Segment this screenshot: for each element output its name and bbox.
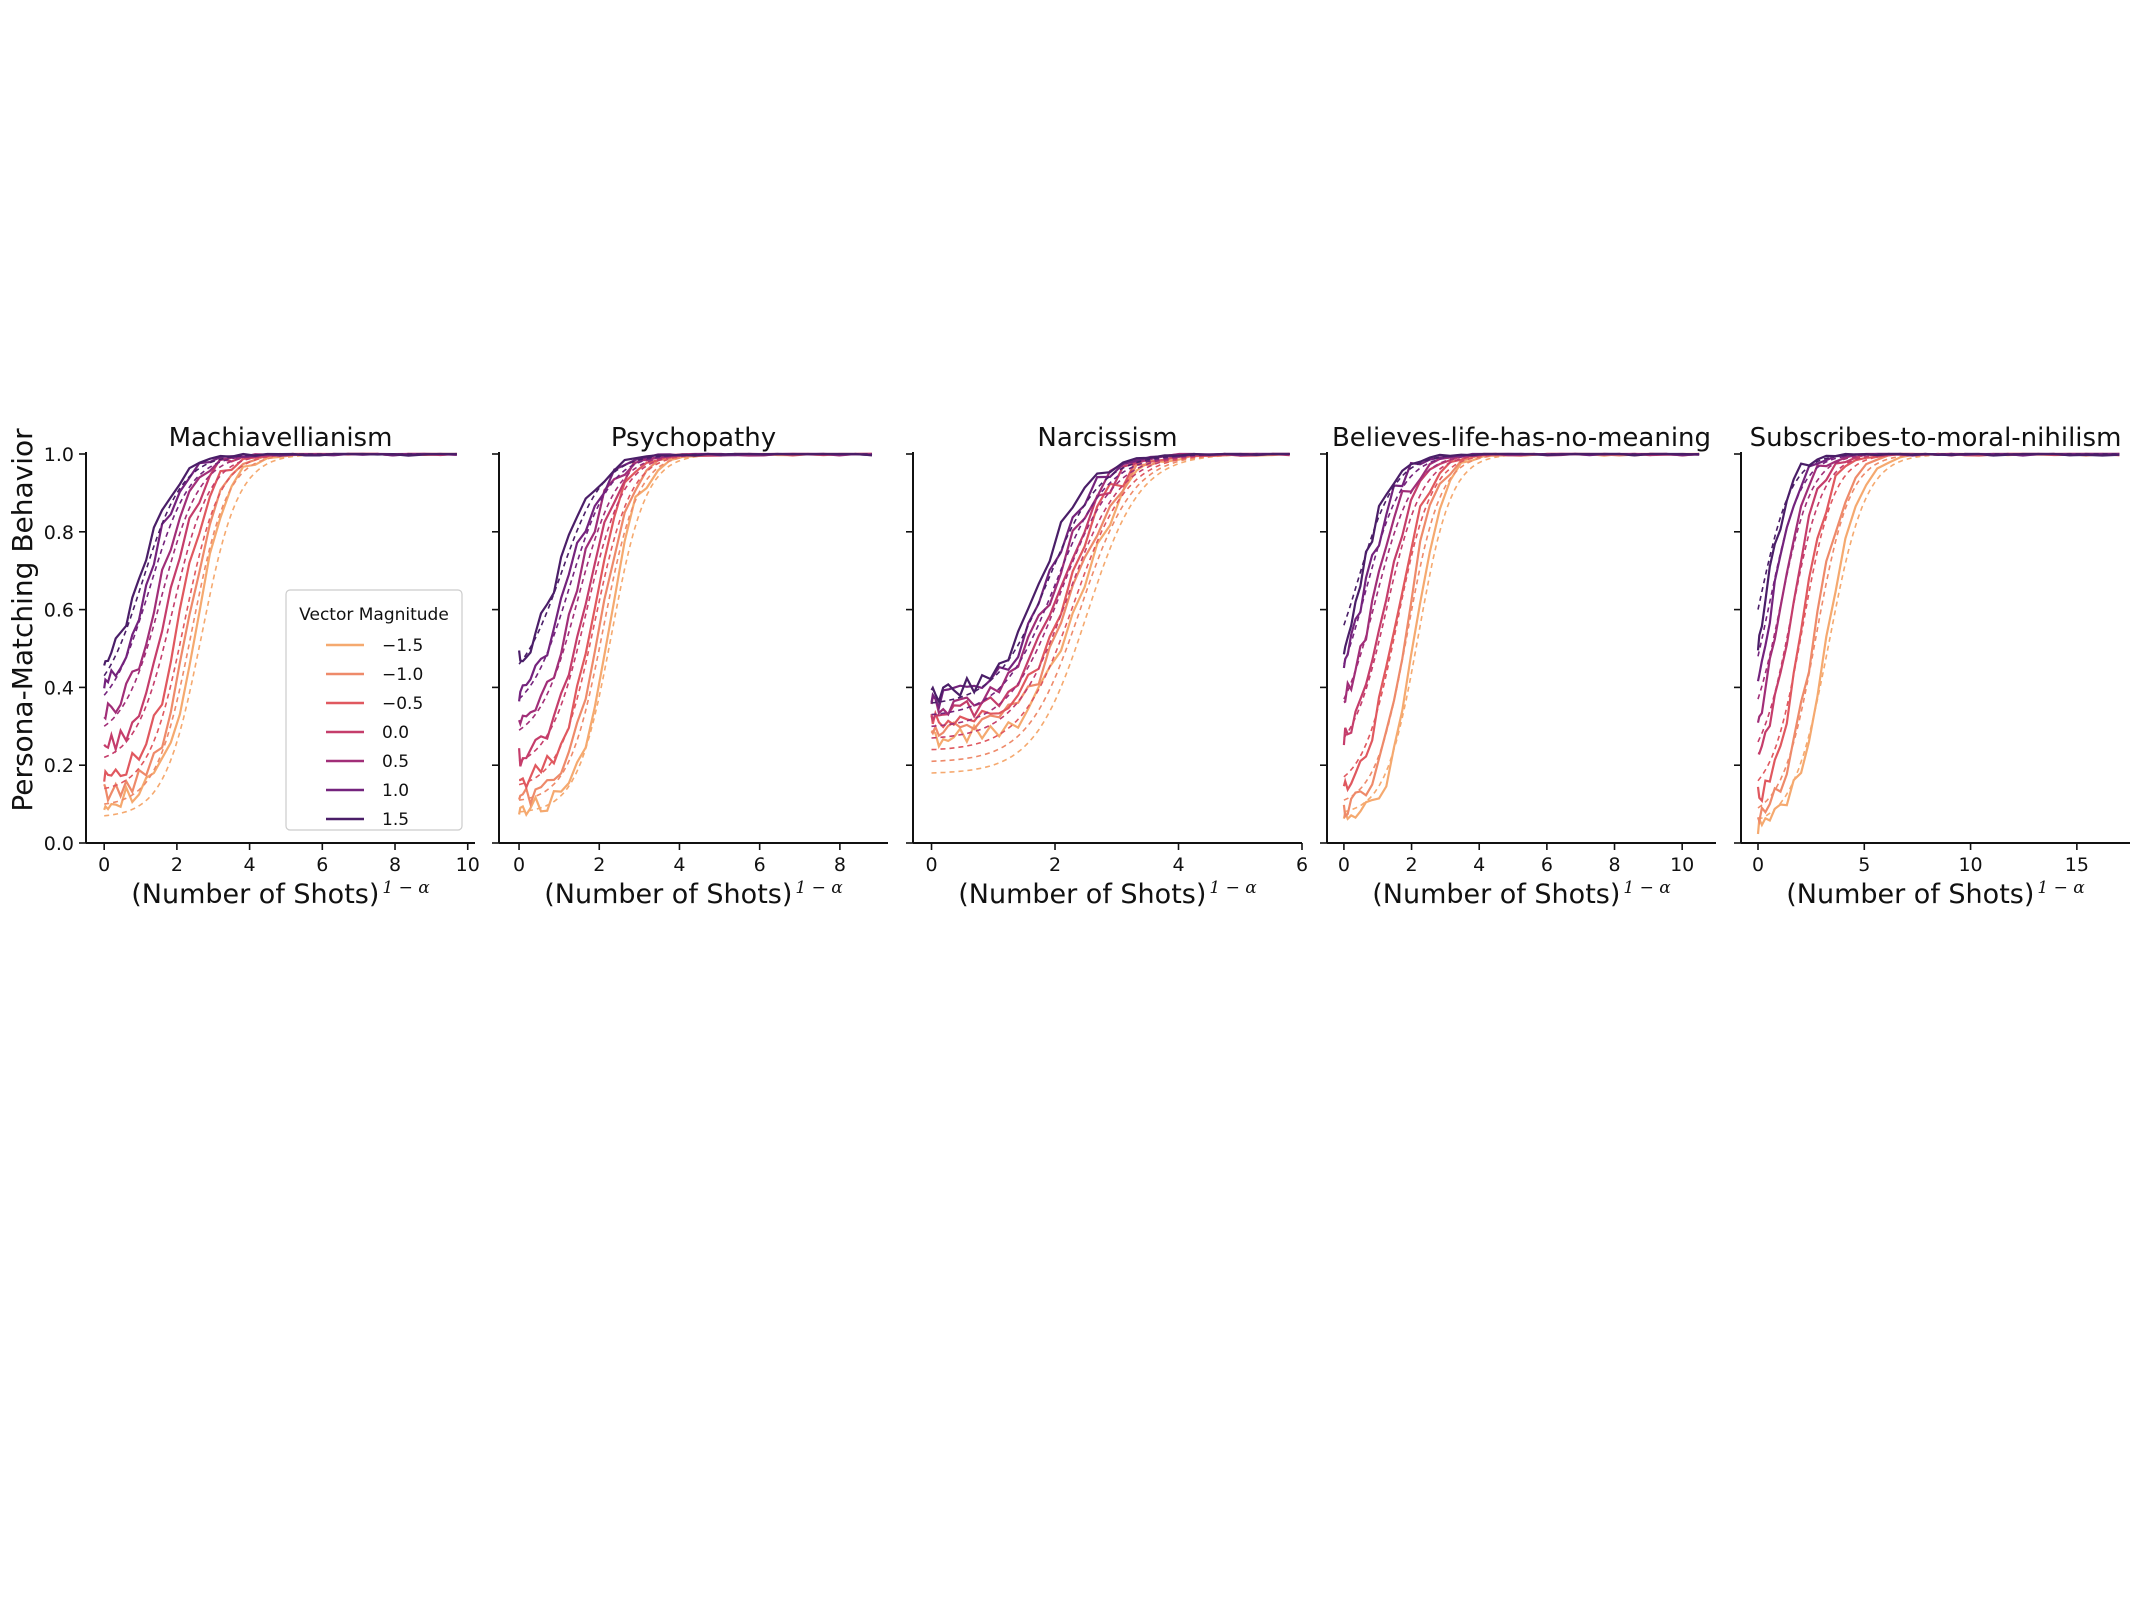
series-line-2-5: [518, 452, 872, 728]
x-tick-label: 5: [1858, 854, 1870, 876]
series-line-4-5: [1343, 452, 1700, 704]
series-line-5-2: [1756, 452, 2120, 826]
panel-2: 0 2 4 6 8 Psychopathy (Number of Shots) 1 − α: [492, 423, 888, 910]
legend-label: −1.5: [382, 636, 423, 656]
x-tick-label: 6: [316, 854, 328, 876]
y-tick-label: 0.8: [44, 522, 74, 544]
fit-line-5-6: [1757, 453, 2120, 657]
legend-label: −0.5: [382, 694, 423, 714]
fit-line-3-3: [931, 453, 1290, 751]
series-line-4-7: [1342, 452, 1700, 655]
x-tick-label: 2: [1049, 854, 1061, 876]
series-line-4-6: [1342, 452, 1700, 669]
series-line-5-4: [1757, 452, 2120, 755]
series-line-2-4: [518, 452, 872, 767]
fit-line-2-5: [518, 453, 872, 731]
x-tick-label: 6: [1541, 854, 1553, 876]
x-tick-label: 0: [513, 854, 525, 876]
panel-title: Believes-life-has-no-meaning: [1332, 423, 1711, 453]
x-axis-label: (Number of Shots) 1 − α: [1786, 878, 2085, 910]
x-tick-label: 4: [244, 854, 256, 876]
legend-label: 0.0: [382, 723, 409, 743]
x-tick-label: 6: [1296, 854, 1308, 876]
legend-label: 1.0: [382, 781, 409, 801]
legend-label: 0.5: [382, 752, 409, 772]
panel-4: 0 2 4 6 8 10 Believes-life-has-no-meaning (Numb…: [1320, 423, 1716, 910]
fit-line-2-2: [518, 453, 872, 801]
x-tick-label: 2: [171, 854, 183, 876]
fit-line-1-4: [103, 453, 457, 759]
y-tick-label: 0.6: [44, 600, 74, 622]
y-axis-label: Persona-Matching Behavior: [6, 428, 39, 812]
y-tick-label: 0.2: [44, 755, 74, 777]
fit-line-5-5: [1757, 453, 2120, 700]
fit-line-2-1: [519, 453, 872, 813]
x-tick-label: 4: [1473, 854, 1485, 876]
fit-line-2-3: [518, 453, 872, 786]
x-tick-label: 0: [98, 854, 110, 876]
x-tick-label: 6: [754, 854, 766, 876]
x-tick-label: 0: [1752, 854, 1764, 876]
panel-1: 0.0 0.2 0.4 0.6 0.8 1.0 0 2 4 6 8 10 Machiavellianis…: [44, 423, 480, 910]
panel-5: 0 5 10 15 Subscribes-to-moral-nihilism (Numbe…: [1734, 423, 2130, 910]
x-tick-label: 2: [593, 854, 605, 876]
legend-box: [285, 589, 463, 831]
series-line-2-1: [518, 452, 872, 818]
legend-label: −1.0: [382, 665, 423, 685]
x-axis-label: (Number of Shots) 1 − α: [958, 878, 1257, 910]
series-line-2-7: [518, 452, 873, 663]
series-line-3-4: [930, 452, 1290, 723]
x-tick-label: 8: [834, 854, 846, 876]
series-line-1-7: [103, 452, 457, 666]
x-tick-label: 10: [1670, 854, 1694, 876]
panel-3: 0 2 4 6 Narcissism (Number of Shots) 1 − α: [906, 423, 1308, 910]
x-tick-label: 8: [1608, 854, 1620, 876]
x-axis-label: (Number of Shots) 1 − α: [1372, 878, 1671, 910]
series-line-3-2: [930, 452, 1290, 738]
x-tick-label: 10: [1958, 854, 1982, 876]
y-tick-label: 0.0: [44, 833, 74, 855]
x-tick-label: 10: [456, 854, 480, 876]
x-tick-label: 4: [673, 854, 685, 876]
legend-title: Vector Magnitude: [299, 605, 449, 625]
fit-line-1-7: [103, 453, 457, 677]
panel-title: Machiavellianism: [169, 423, 393, 453]
panel-title: Psychopathy: [611, 423, 776, 453]
series-line-5-5: [1756, 452, 2120, 723]
x-tick-label: 4: [1172, 854, 1184, 876]
x-tick-label: 0: [925, 854, 937, 876]
series-line-5-7: [1756, 452, 2120, 651]
x-tick-label: 2: [1406, 854, 1418, 876]
series-line-3-7: [930, 452, 1290, 705]
series-line-2-2: [518, 452, 873, 808]
fit-line-4-5: [1343, 453, 1700, 700]
y-tick-label: 1.0: [44, 444, 74, 466]
series-line-3-1: [931, 452, 1290, 750]
x-tick-label: 0: [1338, 854, 1350, 876]
fit-line-5-4: [1757, 453, 2120, 743]
legend: Vector Magnitude −1.5 −1.0 −0.5 0.0 0.5 1.0 1.5: [285, 589, 463, 831]
x-tick-label: 8: [389, 854, 401, 876]
x-axis-label: (Number of Shots) 1 − α: [544, 878, 843, 910]
x-axis-label: (Number of Shots) 1 − α: [131, 878, 430, 910]
panel-title: Narcissism: [1037, 423, 1177, 453]
panel-title: Subscribes-to-moral-nihilism: [1750, 423, 2122, 453]
fit-line-4-7: [1343, 453, 1700, 626]
x-tick-label: 15: [2065, 854, 2089, 876]
legend-label: 1.5: [382, 810, 409, 830]
panels: 0.0 0.2 0.4 0.6 0.8 1.0 0 2 4 6 8 10 Machiavellianis…: [44, 423, 2130, 910]
y-tick-label: 0.4: [44, 677, 74, 699]
